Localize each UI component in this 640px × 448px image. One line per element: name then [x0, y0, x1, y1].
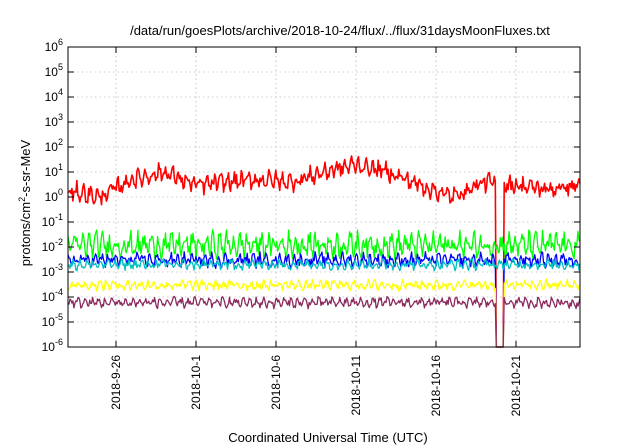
y-tick-label: 100 — [45, 187, 63, 204]
series-line-6 — [67, 295, 581, 348]
y-tick-label: 10-1 — [42, 212, 63, 229]
series-line-5 — [67, 278, 581, 348]
plot-frame — [67, 46, 581, 348]
x-tick-label: 2018-9-26 — [109, 355, 123, 410]
series-line-1 — [67, 155, 581, 348]
y-tick-label: 102 — [45, 137, 63, 154]
series-layer — [67, 155, 581, 348]
chart-title: /data/run/goesPlots/archive/2018-10-24/f… — [130, 23, 550, 38]
series-line-4 — [67, 257, 581, 272]
x-tick-label: 2018-10-21 — [509, 355, 523, 417]
x-tick-label: 2018-10-6 — [269, 355, 283, 410]
y-tick-label: 103 — [45, 112, 63, 129]
x-axis-label: Coordinated Universal Time (UTC) — [228, 430, 427, 445]
y-tick-label: 10-4 — [42, 287, 63, 304]
y-tick-label: 10-6 — [42, 337, 63, 354]
y-tick-label: 106 — [45, 37, 63, 54]
series-line-2 — [67, 229, 581, 262]
y-tick-label: 101 — [45, 162, 63, 179]
y-axis-label: protons/cm2-s-sr-MeV — [17, 139, 33, 266]
y-tick-label: 104 — [45, 87, 63, 104]
x-tick-label: 2018-10-16 — [429, 355, 443, 417]
y-tick-label: 10-2 — [42, 237, 63, 254]
y-tick-label: 105 — [45, 62, 63, 79]
y-tick-label: 10-3 — [42, 262, 63, 279]
axes: 10-6 10-5 10-4 10-3 10-2 10-1 100 101 102 103 104 1… — [42, 37, 581, 417]
x-tick-label: 2018-10-1 — [189, 355, 203, 410]
y-tick-label: 10-5 — [42, 312, 63, 329]
x-tick-label: 2018-10-11 — [349, 355, 363, 416]
